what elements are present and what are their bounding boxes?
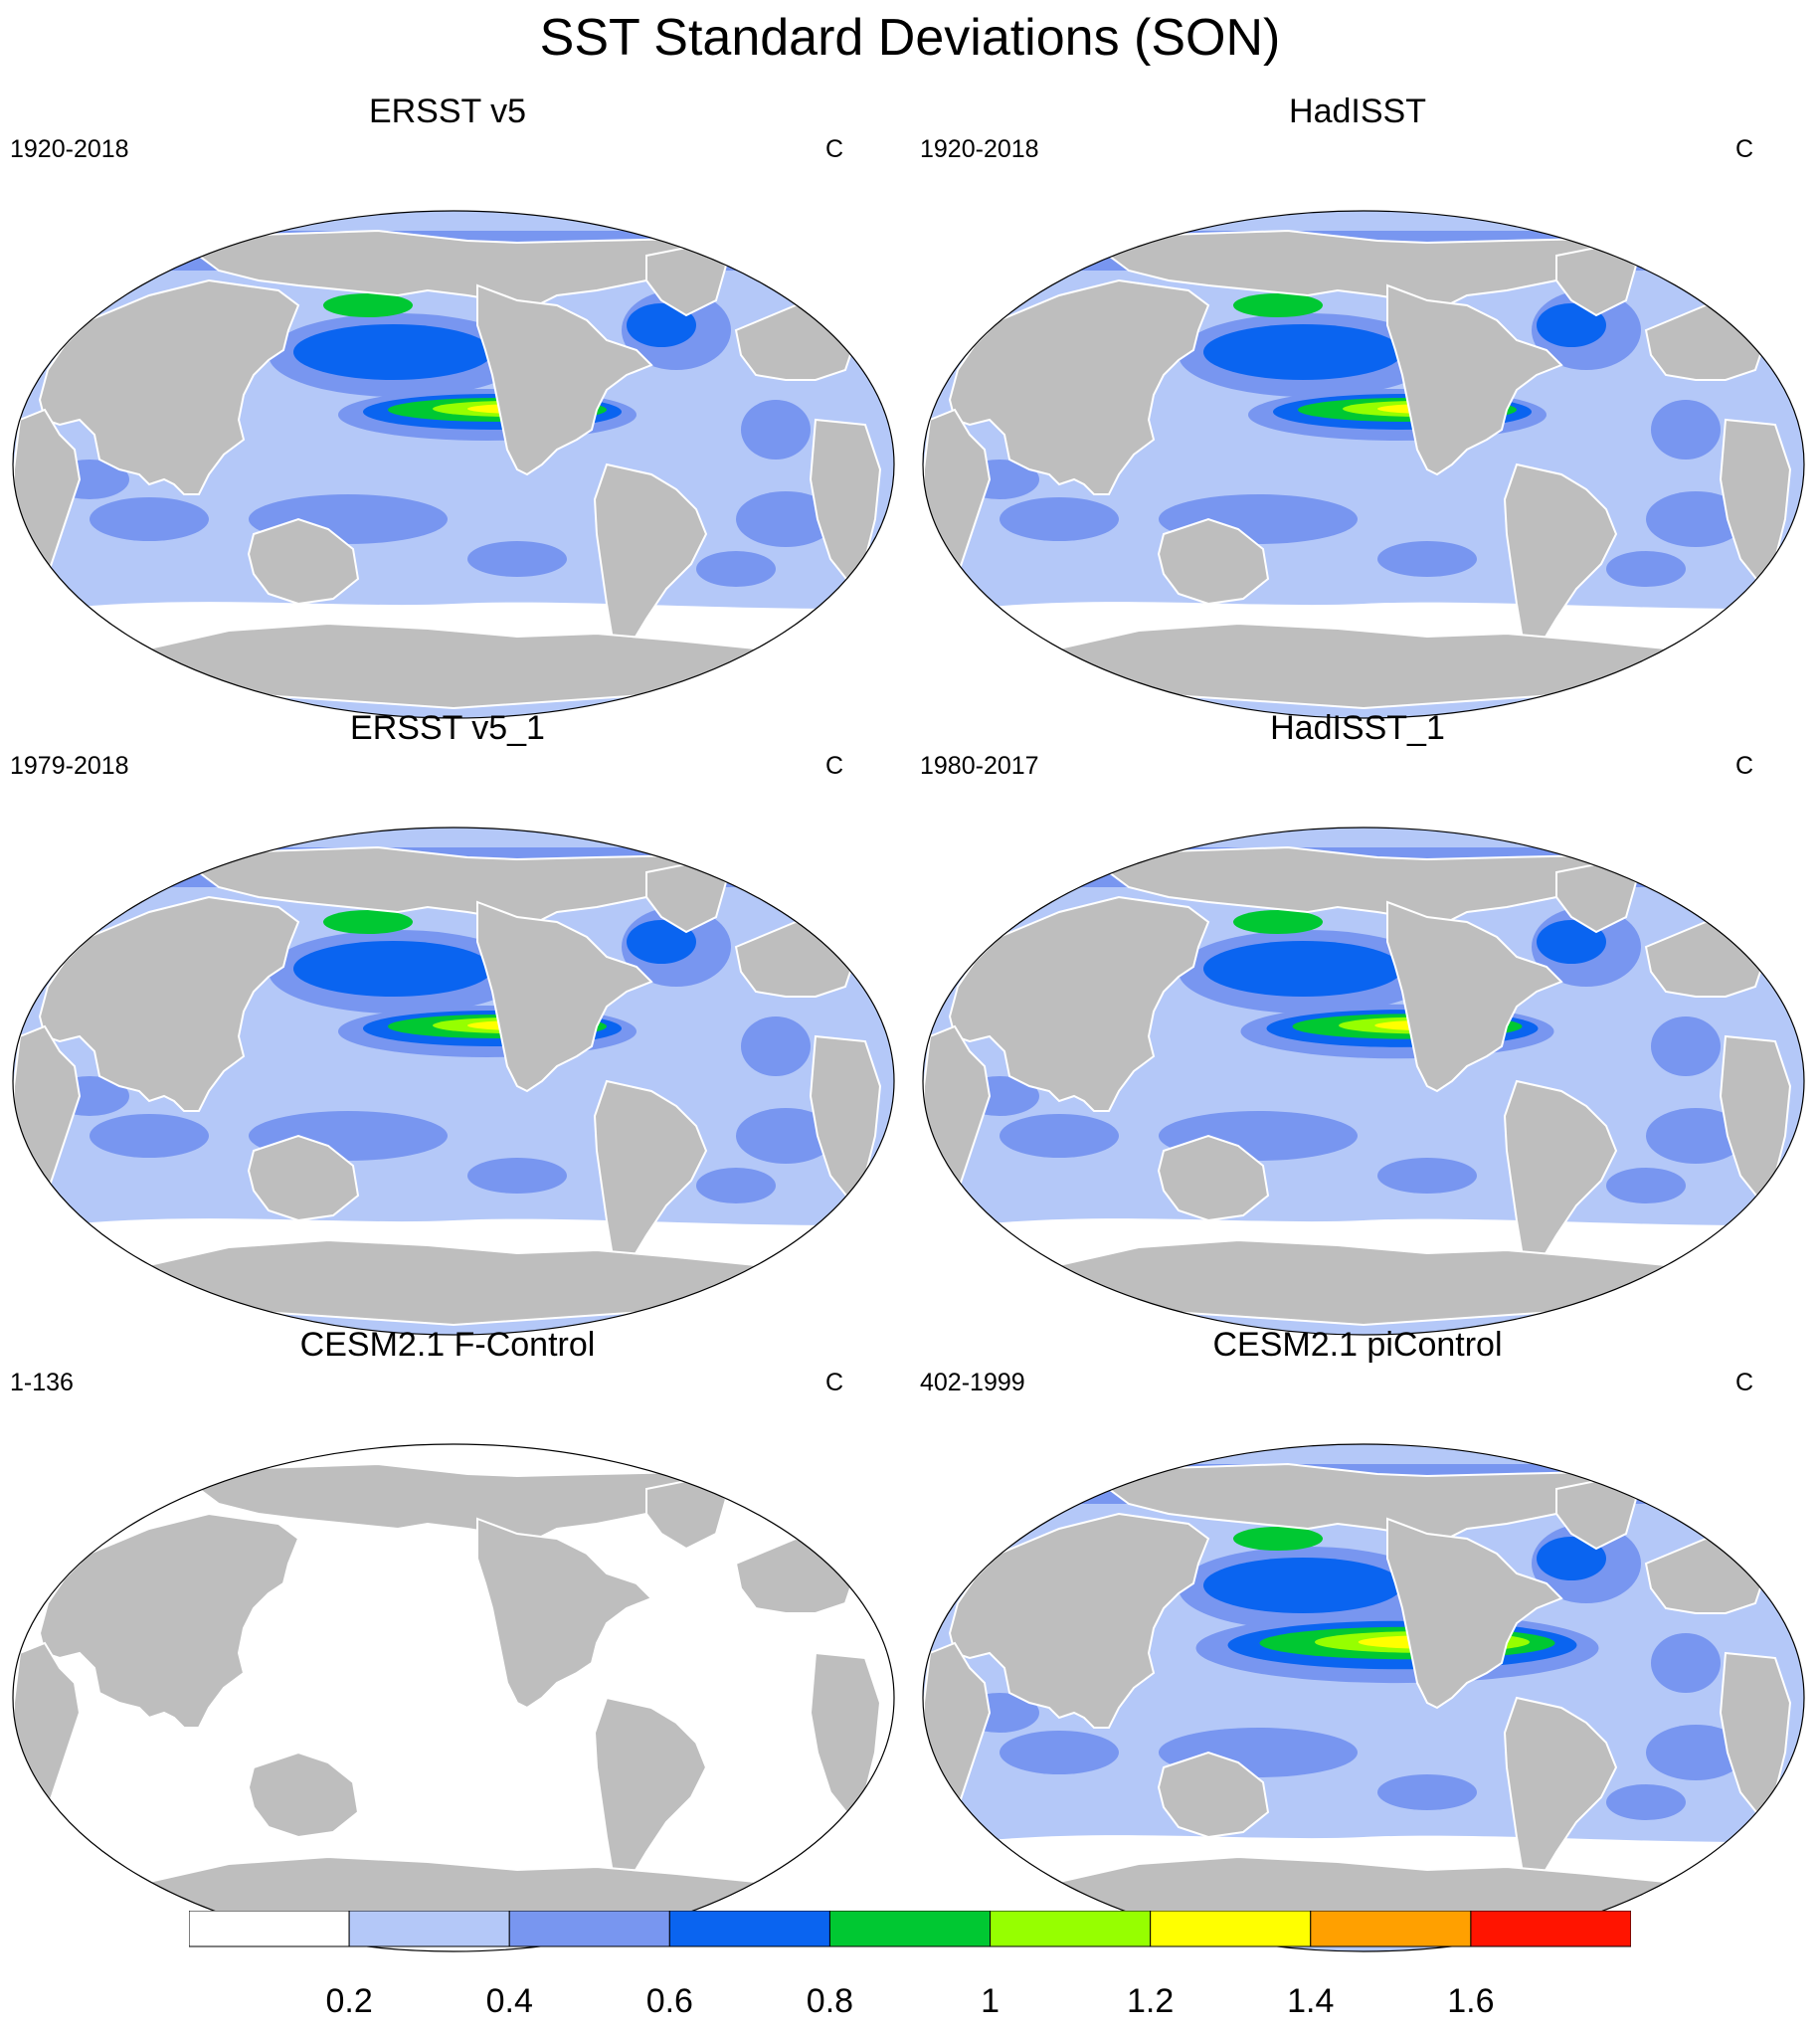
panel-period: 1920-2018: [920, 135, 1039, 163]
contour-region: [696, 551, 776, 587]
australia-landmass: [1157, 1134, 1270, 1222]
contour-region: [696, 1168, 776, 1203]
panel-units: C: [1734, 752, 1753, 780]
contour-region: [1646, 1725, 1745, 1780]
contour-region: [90, 1114, 209, 1158]
contour-region: [1000, 1114, 1119, 1158]
namerica-landmass: [1386, 900, 1563, 1093]
panel-units: C: [1734, 1369, 1753, 1396]
colorbar: 0.2 0.4 0.6 0.8 1 1.2 1.4 1.6: [188, 1910, 1632, 2020]
namerica-landmass: [1386, 1517, 1563, 1710]
colorbar-tick-label: 0.8: [806, 1982, 854, 2020]
colorbar-segment: [1310, 1910, 1472, 1947]
figure-title: SST Standard Deviations (SON): [539, 9, 1281, 67]
map-panel: ERSST v5 1920-2018 C: [0, 92, 895, 719]
namerica-landmass: [476, 283, 653, 476]
contour-region: [1000, 1731, 1119, 1774]
colorbar-tick-label: 1: [981, 1982, 1001, 2020]
map-panel: HadISST 1920-2018 C: [910, 92, 1805, 719]
panel-period: 402-1999: [920, 1369, 1025, 1396]
asia-landmass: [38, 1512, 300, 1729]
colorbar-segment: [188, 1910, 350, 1947]
map-panel: CESM2.1 piControl 402-1999 C: [910, 1325, 1805, 1952]
world-map: [12, 210, 895, 719]
namerica-landmass: [1386, 283, 1563, 476]
colorbar-segment: [828, 1910, 992, 1947]
contour-region: [90, 497, 209, 541]
world-map: [922, 210, 1805, 719]
colorbar-tick-label: 1.2: [1127, 1982, 1175, 2020]
map-panel: ERSST v5_1 1979-2018 C: [0, 708, 895, 1336]
contour-region: [1651, 400, 1721, 460]
contour-region: [736, 1108, 835, 1164]
colorbar-segment: [348, 1910, 510, 1947]
panel-title: ERSST v5: [368, 92, 527, 130]
colorbar-segment: [1150, 1910, 1312, 1947]
panel-title: ERSST v5_1: [350, 709, 545, 747]
australia-landmass: [1157, 1751, 1270, 1839]
colorbar-segment: [990, 1910, 1152, 1947]
map-panel: CESM2.1 F-Control 1-136 C: [0, 1325, 895, 1952]
world-map: [922, 827, 1805, 1336]
panel-period: 1-136: [10, 1369, 74, 1396]
panel-title: HadISST: [1289, 92, 1426, 130]
australia-landmass: [247, 1134, 360, 1222]
panel-period: 1979-2018: [10, 752, 129, 780]
contour-region: [1377, 541, 1477, 577]
contour-region: [1000, 497, 1119, 541]
australia-landmass: [1157, 517, 1270, 606]
asia-landmass: [948, 1512, 1210, 1729]
contour-region: [736, 491, 835, 547]
panel-period: 1920-2018: [10, 135, 129, 163]
contour-region: [1646, 491, 1745, 547]
contour-region: [741, 1016, 811, 1076]
world-map: [12, 827, 895, 1336]
namerica-landmass: [476, 1517, 653, 1710]
colorbar-bar: [188, 1910, 1632, 1947]
contour-region: [467, 541, 567, 577]
map-panel: HadISST_1 1980-2017 C: [910, 708, 1805, 1336]
panel-units: C: [824, 1369, 843, 1396]
contour-region: [741, 400, 811, 460]
asia-landmass: [38, 278, 300, 495]
panel-title: CESM2.1 piControl: [1212, 1326, 1503, 1364]
contour-region: [1646, 1108, 1745, 1164]
colorbar-tick-label: 0.2: [325, 1982, 373, 2020]
contour-region: [1606, 551, 1686, 587]
australia-landmass: [247, 517, 360, 606]
contour-region: [1377, 1774, 1477, 1810]
colorbar-tick-label: 0.4: [485, 1982, 533, 2020]
contour-region: [1651, 1016, 1721, 1076]
colorbar-tick-label: 0.6: [645, 1982, 693, 2020]
contour-region: [1651, 1633, 1721, 1693]
colorbar-segment: [508, 1910, 670, 1947]
contour-region: [1606, 1168, 1686, 1203]
asia-landmass: [948, 895, 1210, 1112]
panel-title: HadISST_1: [1270, 709, 1445, 747]
contour-region: [1606, 1784, 1686, 1820]
contour-region: [1377, 1158, 1477, 1194]
colorbar-segment: [668, 1910, 830, 1947]
colorbar-segment: [1470, 1910, 1632, 1947]
australia-landmass: [247, 1751, 360, 1839]
colorbar-tick-label: 1.6: [1447, 1982, 1495, 2020]
world-map: [12, 1443, 895, 1952]
asia-landmass: [38, 895, 300, 1112]
panel-title: CESM2.1 F-Control: [299, 1326, 596, 1364]
asia-landmass: [948, 278, 1210, 495]
namerica-landmass: [476, 900, 653, 1093]
panel-units: C: [824, 752, 843, 780]
contour-region: [467, 1158, 567, 1194]
panel-period: 1980-2017: [920, 752, 1039, 780]
panel-units: C: [824, 135, 843, 163]
world-map: [922, 1443, 1805, 1952]
panel-units: C: [1734, 135, 1753, 163]
colorbar-tick-label: 1.4: [1287, 1982, 1335, 2020]
